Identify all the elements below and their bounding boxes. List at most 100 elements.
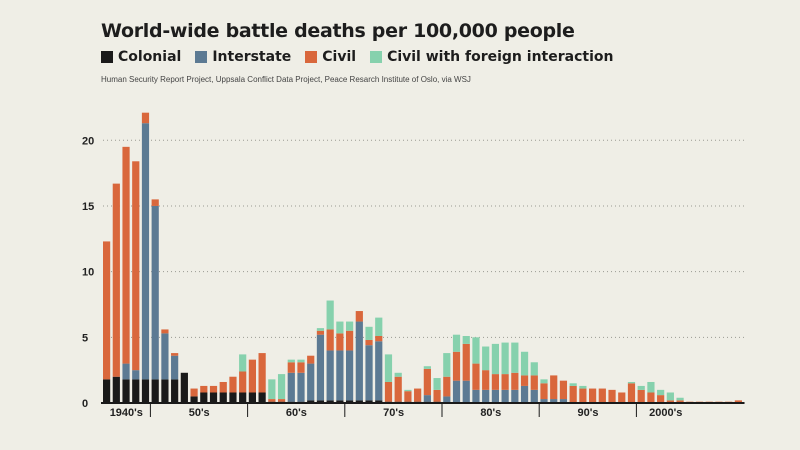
bar-segment — [433, 378, 441, 390]
bar-segment — [472, 389, 480, 403]
x-decade-label: 1940's — [110, 407, 143, 419]
bar-segment — [579, 385, 587, 389]
bar-segment — [248, 392, 256, 403]
bar-segment — [239, 392, 247, 403]
bar-segment — [258, 392, 266, 403]
bar-segment — [472, 337, 480, 364]
bar-segment — [277, 399, 286, 402]
bar-segment — [326, 350, 334, 401]
legend-label-interstate: Interstate — [212, 49, 292, 65]
bar-segment — [297, 372, 305, 402]
bar-segment — [112, 183, 120, 377]
bar-segment — [501, 389, 509, 403]
bar-segment — [365, 326, 373, 340]
bar-segment — [151, 199, 159, 206]
bar-segment — [530, 389, 538, 403]
bar-segment — [520, 385, 529, 403]
bar-segment — [122, 146, 130, 364]
bar-segment — [355, 311, 363, 322]
bar-segment — [452, 334, 461, 352]
bar-segment — [161, 379, 169, 403]
bar-segment — [132, 370, 140, 380]
bar-segment — [171, 355, 179, 380]
bar-segment — [608, 389, 616, 403]
bar-segment — [482, 346, 490, 371]
bar-segment — [734, 400, 742, 403]
bar-segment — [501, 342, 509, 375]
x-decade-label: 50's — [189, 407, 210, 419]
bar-segment — [491, 343, 499, 375]
bar-segment — [180, 372, 188, 403]
bar-segment — [103, 241, 111, 380]
bar-segment — [637, 385, 645, 390]
bar-segment — [316, 328, 325, 331]
legend-swatch-civil-foreign — [370, 51, 383, 63]
bar-segment — [530, 375, 538, 390]
bar-segment — [200, 392, 208, 403]
bar-segment — [550, 399, 558, 403]
bar-segment — [141, 123, 150, 380]
chart-title: World-wide battle deaths per 100,000 peo… — [101, 20, 575, 42]
bar-segment — [122, 363, 130, 380]
bar-segment — [375, 341, 383, 401]
bar-segment — [433, 389, 441, 402]
bar-segment — [151, 205, 159, 380]
bar-segment — [316, 334, 325, 401]
bar-segment — [132, 161, 140, 371]
bar-segment — [618, 392, 626, 403]
bar-segment — [316, 400, 325, 403]
bar-segment — [501, 374, 509, 390]
bar-segment — [491, 374, 499, 390]
bar-segment — [443, 396, 451, 403]
bar-segment — [530, 362, 538, 376]
bar-segment — [336, 333, 344, 351]
source-note: Human Security Report Project, Uppsala C… — [101, 75, 471, 84]
bar-segment — [336, 400, 344, 403]
bar-segment — [326, 300, 334, 330]
bar-segment — [540, 399, 548, 403]
y-tick-label: 5 — [82, 332, 88, 344]
bar-segment — [287, 359, 295, 363]
bar-segment — [627, 383, 636, 403]
bar-segment — [326, 400, 334, 403]
bar-segment — [141, 379, 150, 403]
bar-segment — [346, 321, 354, 331]
bar-segment — [657, 389, 665, 396]
bar-segment — [676, 400, 684, 403]
bar-segment — [200, 385, 208, 393]
bar-segment — [190, 396, 198, 403]
bar-segment — [443, 353, 451, 377]
bar-segment — [297, 362, 305, 373]
bar-segment — [647, 392, 655, 403]
legend-item-civil-foreign: Civil with foreign interaction — [370, 49, 613, 65]
bar-segment — [209, 392, 218, 403]
bar-segment — [297, 359, 305, 363]
bar-segment — [384, 354, 393, 382]
bar-segment — [462, 336, 470, 344]
bar-segment — [307, 400, 315, 403]
bar-segment — [365, 400, 373, 403]
bar-segment — [666, 400, 674, 403]
x-decade-label: 90's — [578, 407, 599, 419]
bar-segment — [520, 351, 529, 376]
bar-segment — [268, 379, 276, 400]
legend-label-civil-foreign: Civil with foreign interaction — [387, 49, 614, 65]
legend-swatch-civil — [305, 51, 318, 63]
bar-segment — [346, 350, 354, 401]
bar-segment — [326, 329, 334, 351]
bar-segment — [171, 353, 179, 356]
bar-segment — [443, 376, 451, 397]
bar-segment — [239, 371, 247, 393]
bar-segment — [569, 385, 577, 403]
bar-segment — [559, 399, 568, 403]
bar-segment — [355, 400, 363, 403]
x-decade-label: 70's — [383, 407, 404, 419]
bar-segment — [569, 383, 577, 386]
bar-segment — [190, 388, 198, 397]
bar-segment — [647, 381, 655, 393]
bar-segment — [161, 333, 169, 380]
bar-segment — [404, 391, 412, 402]
bar-segment — [103, 379, 111, 403]
bar-segment — [579, 388, 587, 403]
